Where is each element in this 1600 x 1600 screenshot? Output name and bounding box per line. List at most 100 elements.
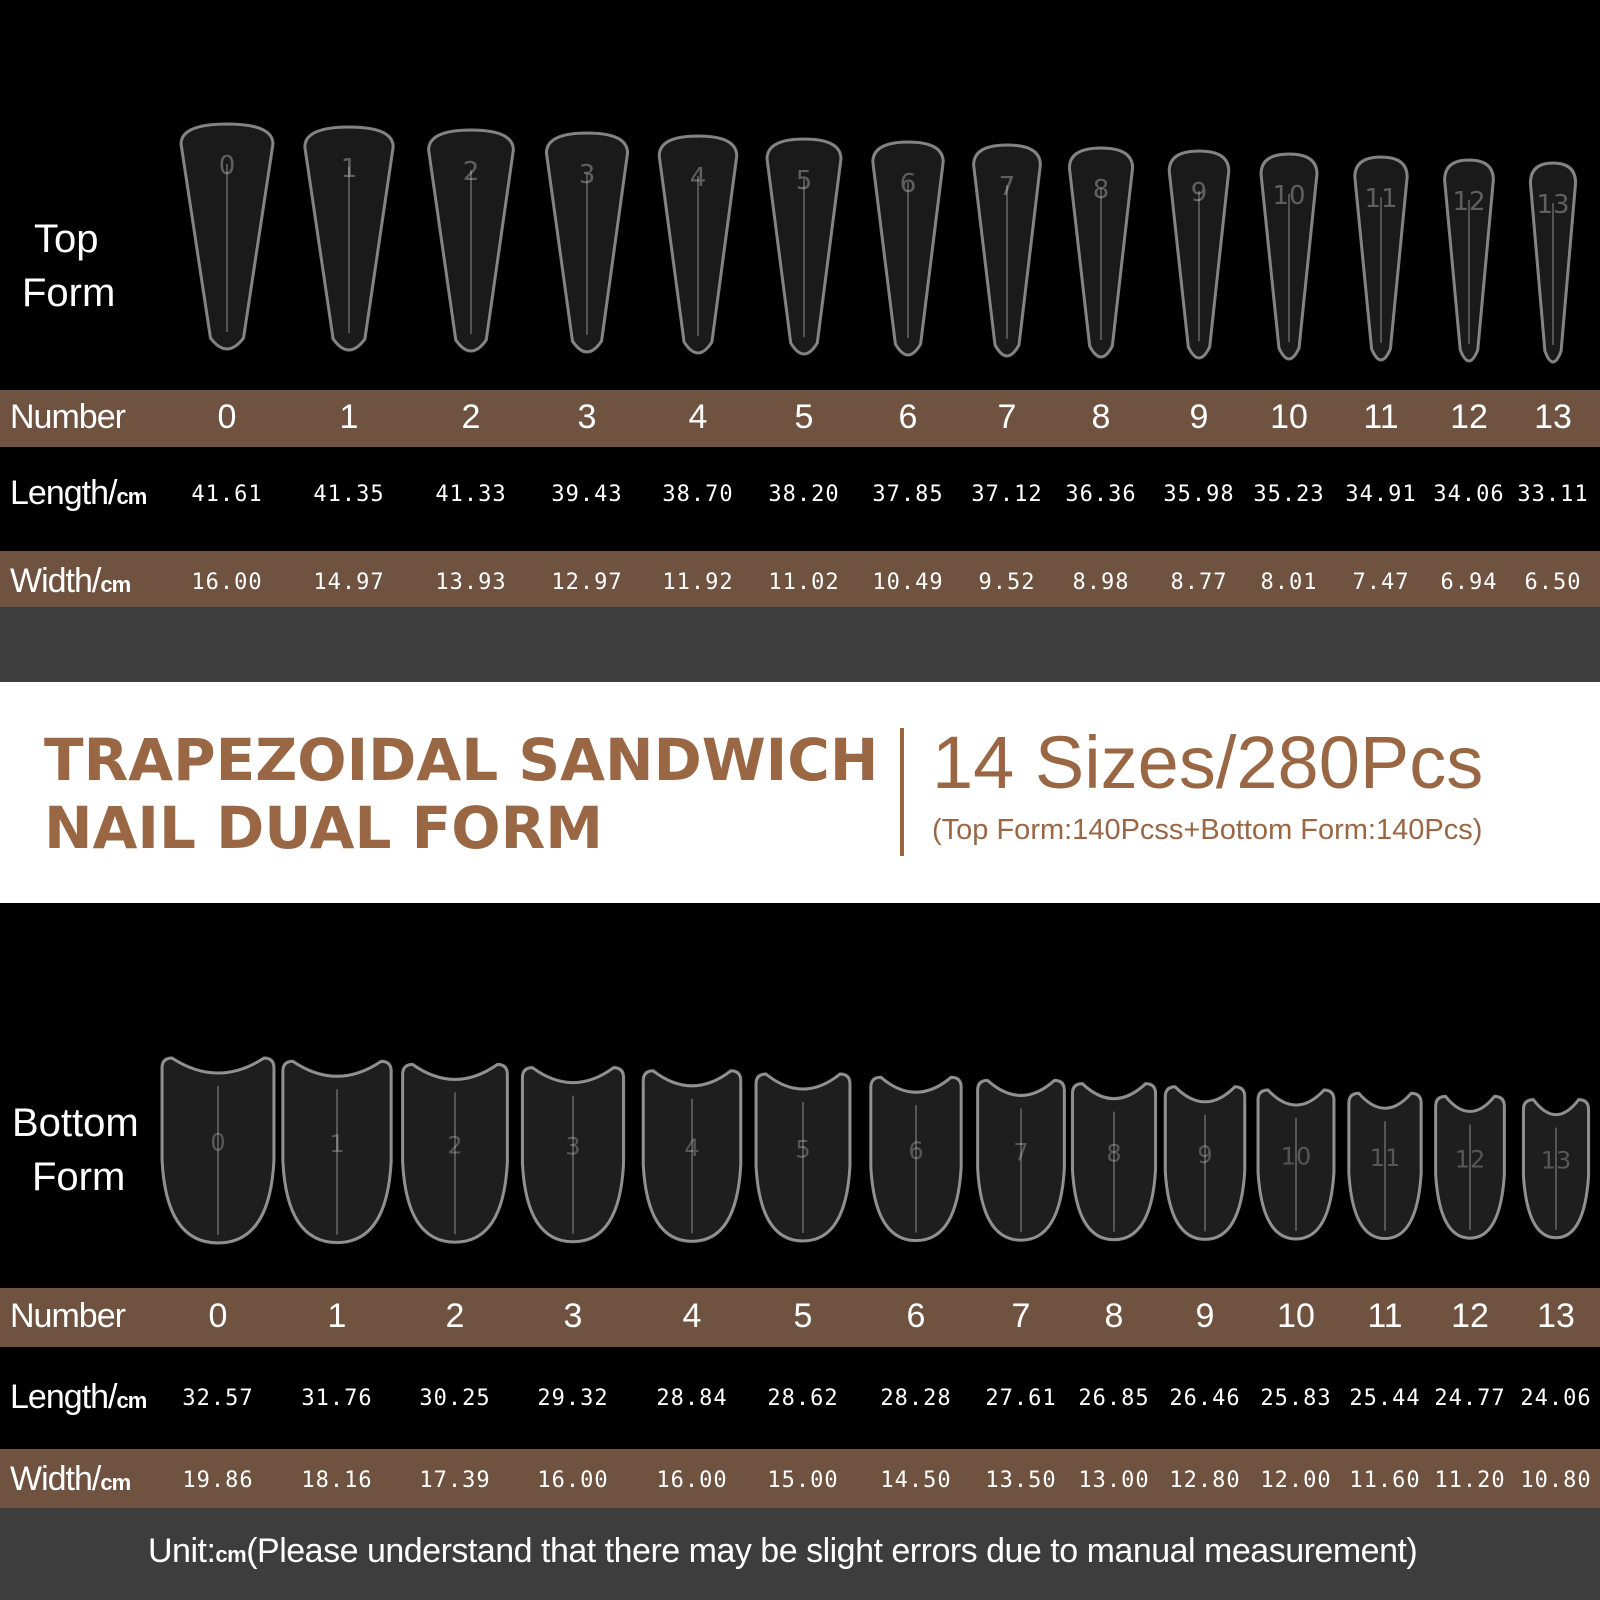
label: Length/ (10, 474, 117, 512)
length-value: 34.06 (1433, 482, 1505, 507)
size-number: 7 (997, 398, 1017, 436)
sizes: 14 Sizes/280Pcs (932, 721, 1484, 804)
length-value: 38.70 (662, 482, 734, 507)
length-value: 39.43 (551, 482, 623, 507)
width-value: 17.39 (419, 1468, 491, 1493)
width-value: 18.16 (301, 1468, 373, 1493)
width-value: 12.80 (1169, 1468, 1241, 1493)
nail-number: 3 (579, 160, 596, 190)
nail-number: 3 (565, 1133, 580, 1161)
length-value: 31.76 (301, 1386, 373, 1411)
size-number: 11 (1363, 398, 1399, 436)
width-value: 16.00 (656, 1468, 728, 1493)
banner: TRAPEZOIDAL SANDWICH NAIL DUAL FORM 14 S… (0, 682, 1600, 903)
length-value: 25.44 (1349, 1386, 1421, 1411)
length-value: 35.23 (1253, 482, 1325, 507)
width-value: 11.92 (662, 570, 734, 595)
length-row (0, 447, 1600, 551)
length-value: 36.36 (1065, 482, 1137, 507)
size-number: 9 (1195, 1297, 1215, 1335)
nail (1163, 1085, 1247, 1241)
nail-number: 9 (1197, 1141, 1212, 1169)
length-value: 25.83 (1260, 1386, 1332, 1411)
nail-number: 11 (1370, 1144, 1401, 1172)
nail (1070, 1082, 1158, 1242)
nail (427, 128, 515, 353)
width-value: 14.97 (313, 570, 385, 595)
nail (869, 1075, 963, 1243)
nail-number: 7 (999, 172, 1016, 202)
size-number: 7 (1011, 1297, 1031, 1335)
size-number: 3 (577, 398, 597, 436)
unit: cm (100, 572, 131, 597)
nail (1353, 155, 1409, 362)
size-number: 13 (1537, 1297, 1575, 1335)
width-value: 6.50 (1524, 570, 1582, 595)
nail-number: 13 (1541, 1147, 1572, 1175)
length-value: 37.85 (872, 482, 944, 507)
length-value: 30.25 (419, 1386, 491, 1411)
nail (1067, 146, 1135, 359)
length-value: 37.12 (971, 482, 1043, 507)
length-value: 26.85 (1078, 1386, 1150, 1411)
unit: cm (116, 484, 147, 509)
nail (179, 122, 275, 351)
width-value: 16.00 (537, 1468, 609, 1493)
row-label: Number (10, 1297, 126, 1335)
top-form-label: Top Form (22, 212, 115, 320)
nail-number: 6 (900, 169, 917, 199)
nail (972, 143, 1042, 358)
length-value: 41.33 (435, 482, 507, 507)
nail-number: 8 (1106, 1140, 1121, 1168)
nail (281, 1059, 393, 1245)
size-number: 5 (793, 1297, 813, 1335)
note: (Please understand that there may be sli… (246, 1532, 1418, 1570)
nail-number: 7 (1013, 1138, 1028, 1166)
top-nails: 0 1 2 3 4 5 6 7 8 9 10 11 12 13 (179, 122, 1578, 364)
number-row (0, 1288, 1600, 1347)
width-value: 10.49 (872, 570, 944, 595)
nail (754, 1072, 852, 1243)
nail (1443, 158, 1495, 363)
nail (1521, 1098, 1591, 1240)
row-label: Width/cm (10, 562, 131, 601)
length-value: 24.06 (1520, 1386, 1592, 1411)
length-value: 38.20 (768, 482, 840, 507)
length-value: 29.32 (537, 1386, 609, 1411)
row-label: Length/cm (10, 1378, 147, 1417)
length-value: 28.84 (656, 1386, 728, 1411)
nail-number: 1 (341, 154, 358, 184)
title: TRAPEZOIDAL SANDWICH (44, 726, 879, 794)
top-photo-area (0, 0, 1600, 392)
nail-number: 0 (219, 151, 236, 181)
nail-number: 4 (684, 1134, 699, 1162)
detail: (Top Form:140Pcss+Bottom Form:140Pcs) (932, 814, 1483, 846)
nail (871, 140, 945, 357)
width-value: 6.94 (1440, 570, 1498, 595)
width-value: 11.20 (1434, 1468, 1506, 1493)
nail (976, 1078, 1066, 1242)
nail-number: 6 (908, 1137, 923, 1165)
bottom-form-label: Bottom Form (12, 1096, 139, 1204)
width-value: 11.60 (1349, 1468, 1421, 1493)
size-number: 1 (327, 1297, 347, 1335)
nail (160, 1056, 276, 1245)
nail-number: 2 (447, 1131, 462, 1159)
label: Form (32, 1155, 126, 1199)
size-number: 8 (1104, 1297, 1124, 1335)
size-number: 5 (794, 398, 814, 436)
banner-title: TRAPEZOIDAL SANDWICH NAIL DUAL FORM (44, 726, 878, 862)
length-value: 26.46 (1169, 1386, 1241, 1411)
nail (520, 1066, 626, 1244)
width-value: 14.50 (880, 1468, 952, 1493)
size-number: 9 (1189, 398, 1209, 436)
length-value: 33.11 (1517, 482, 1589, 507)
nail (1434, 1094, 1506, 1240)
unit: cm (215, 1542, 247, 1567)
width-value: 19.86 (182, 1468, 254, 1493)
number-row (0, 390, 1600, 447)
width-value: 13.93 (435, 570, 507, 595)
size-number: 1 (339, 398, 359, 436)
size-number: 12 (1451, 1297, 1489, 1335)
